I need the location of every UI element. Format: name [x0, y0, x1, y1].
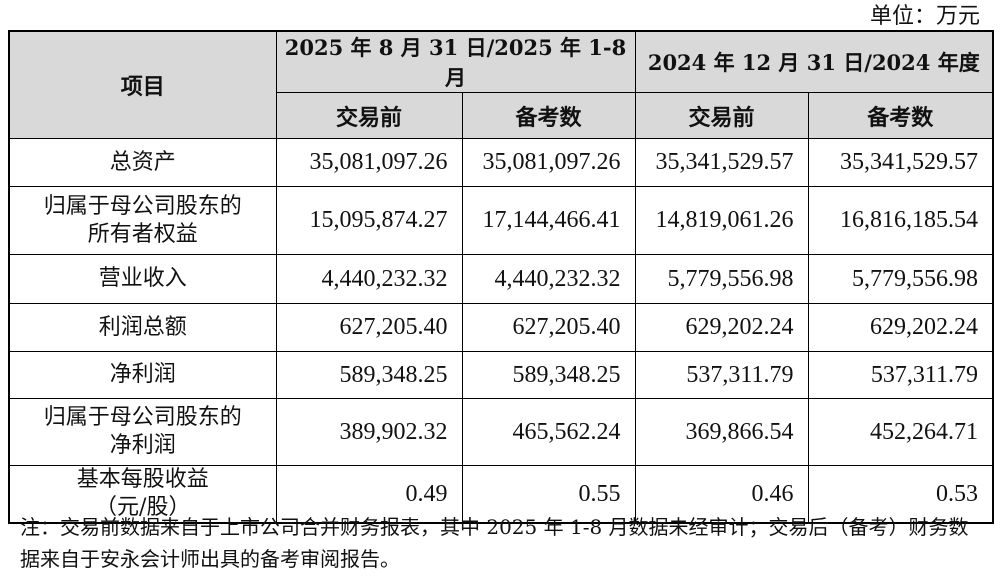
table-row: 归属于母公司股东的 所有者权益 15,095,874.27 17,144,466.…: [8, 186, 994, 255]
table-cell: 629,202.24: [634, 303, 809, 352]
table-cell: 627,205.40: [275, 303, 463, 352]
table-cell: 35,081,097.26: [461, 138, 636, 187]
unit-label: 单位：万元: [869, 4, 980, 29]
table-cell: 5,779,556.98: [807, 254, 994, 304]
header-sub-col: 备考数: [461, 92, 636, 139]
table-cell: 0.49: [275, 465, 463, 524]
row-label: 利润总额: [8, 303, 277, 352]
table-cell: 17,144,466.41: [461, 186, 636, 255]
table-cell: 589,348.25: [275, 351, 463, 399]
table-cell: 369,866.54: [634, 398, 809, 466]
table-cell: 35,341,529.57: [807, 138, 994, 187]
footnote: 注：交易前数据来自于上市公司合并财务报表，其中 2025 年 1-8 月数据未经…: [20, 515, 969, 571]
table-row: 总资产 35,081,097.26 35,081,097.26 35,341,5…: [8, 138, 994, 187]
table-cell: 0.46: [634, 465, 809, 524]
table-cell: 35,341,529.57: [634, 138, 809, 187]
table-row: 营业收入 4,440,232.32 4,440,232.32 5,779,556…: [8, 254, 994, 304]
header-sub-col: 交易前: [275, 92, 463, 139]
table-cell: 16,816,185.54: [807, 186, 994, 255]
table-row: 归属于母公司股东的 净利润 389,902.32 465,562.24 369,8…: [8, 398, 994, 466]
table-cell: 629,202.24: [807, 303, 994, 352]
table-cell: 627,205.40: [461, 303, 636, 352]
table-cell: 0.53: [807, 465, 994, 524]
header-period-2024: 2024 年 12 月 31 日/2024 年度: [634, 30, 994, 93]
table-cell: 4,440,232.32: [461, 254, 636, 304]
header-sub-col: 备考数: [807, 92, 994, 139]
table-cell: 465,562.24: [461, 398, 636, 466]
header-period-2025: 2025 年 8 月 31 日/2025 年 1-8 月: [275, 30, 636, 93]
row-label: 归属于母公司股东的 净利润: [8, 398, 277, 466]
table-row: 利润总额 627,205.40 627,205.40 629,202.24 62…: [8, 303, 994, 352]
row-label: 归属于母公司股东的 所有者权益: [8, 186, 277, 255]
table-cell: 537,311.79: [807, 351, 994, 399]
table-cell: 5,779,556.98: [634, 254, 809, 304]
table-cell: 15,095,874.27: [275, 186, 463, 255]
table-cell: 389,902.32: [275, 398, 463, 466]
header-sub-col: 交易前: [634, 92, 809, 139]
table-row: 基本每股收益 （元/股） 0.49 0.55 0.46 0.53: [8, 465, 994, 524]
table-row: 净利润 589,348.25 589,348.25 537,311.79 537…: [8, 351, 994, 399]
table-cell: 14,819,061.26: [634, 186, 809, 255]
table-cell: 35,081,097.26: [275, 138, 463, 187]
row-label: 基本每股收益 （元/股）: [8, 465, 277, 524]
table-cell: 4,440,232.32: [275, 254, 463, 304]
row-label: 营业收入: [8, 254, 277, 304]
row-label: 净利润: [8, 351, 277, 399]
financial-table: 项目 2025 年 8 月 31 日/2025 年 1-8 月 2024 年 1…: [8, 30, 995, 524]
table-cell: 589,348.25: [461, 351, 636, 399]
row-label: 总资产: [8, 138, 277, 187]
header-item: 项目: [8, 30, 277, 139]
table-cell: 0.55: [461, 465, 636, 524]
table-cell: 452,264.71: [807, 398, 994, 466]
table-cell: 537,311.79: [634, 351, 809, 399]
